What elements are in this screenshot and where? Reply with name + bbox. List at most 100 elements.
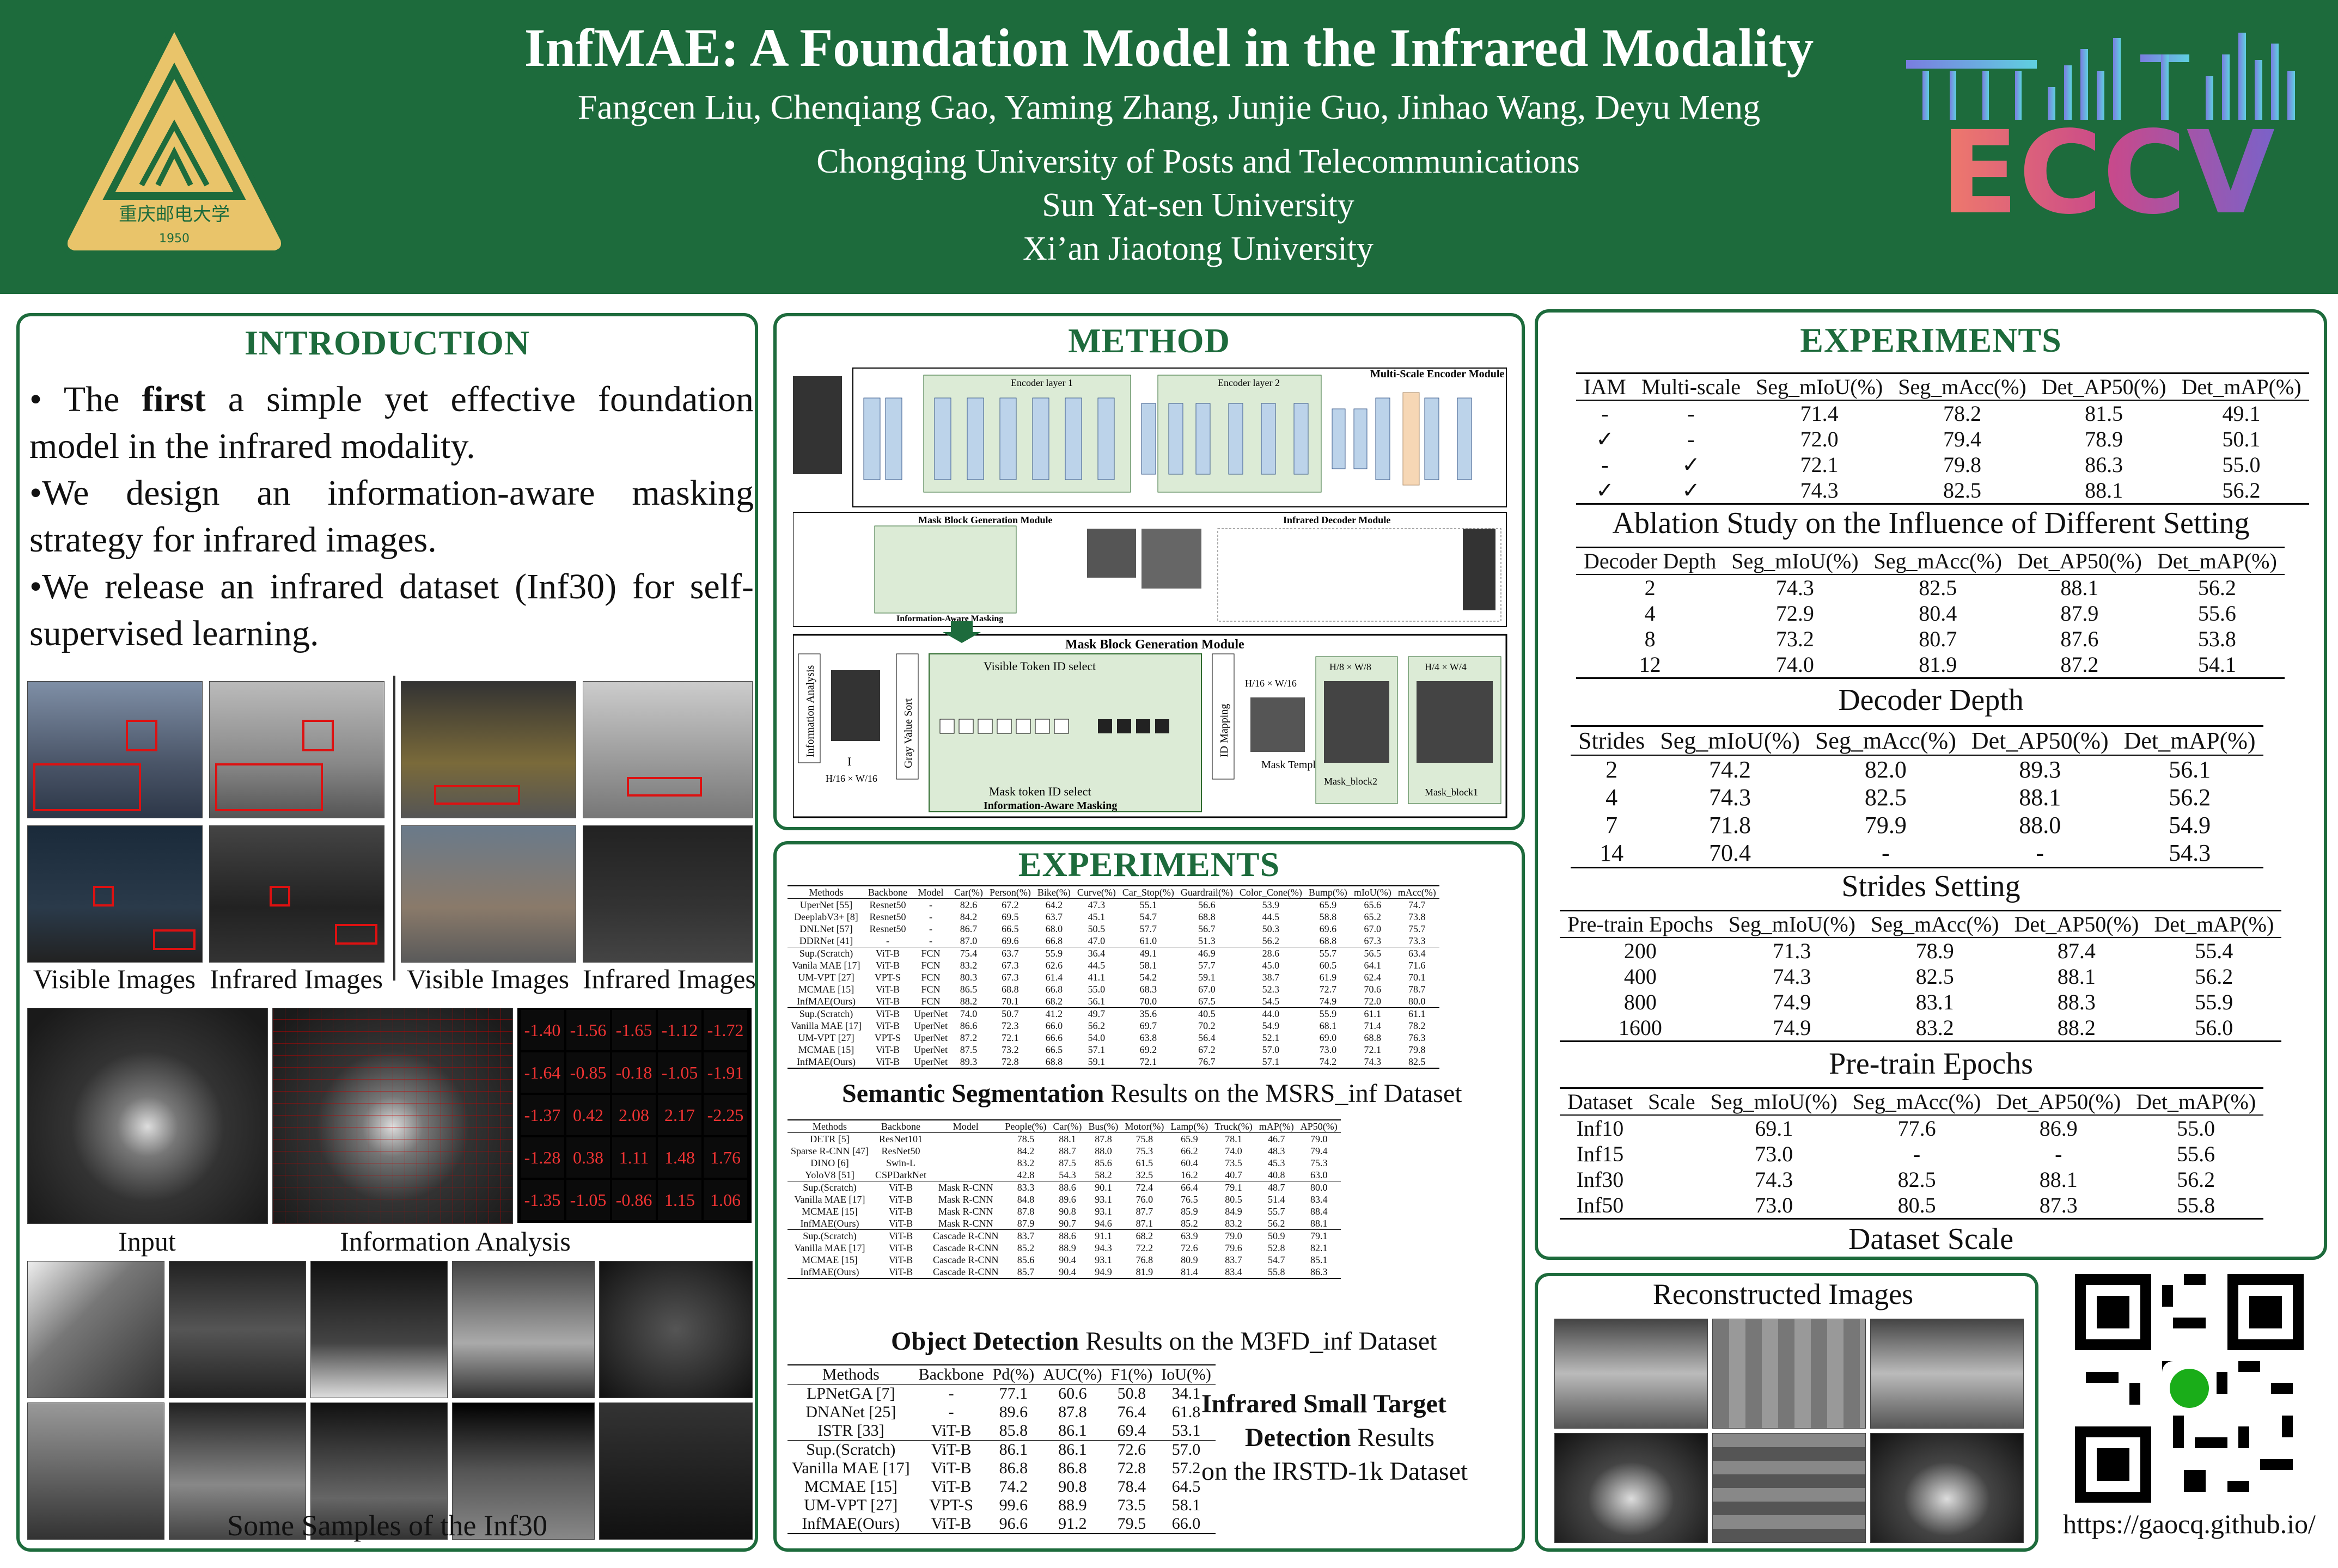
svg-text:H/4 × W/4: H/4 × W/4 [1425, 661, 1467, 672]
epochs-table-cell: 74.3 [1773, 964, 1811, 989]
seg-table-header-cell: Methods [788, 885, 865, 899]
det-table-cell: DETR [5] [810, 1133, 850, 1144]
seg-table-cell: FCN [921, 971, 941, 983]
qr-code[interactable] [2075, 1274, 2304, 1503]
seg-table-cell: 55.1 [1139, 899, 1157, 910]
seg-table-header-cell: Guardrail(%) [1177, 885, 1236, 899]
irstd-caption-3: on the IRSTD-1k Dataset [1201, 1457, 1468, 1486]
svg-text:Mask Block Generation Module: Mask Block Generation Module [1065, 638, 1244, 652]
seg-table-cell: 66.5 [1002, 923, 1019, 934]
caption-visible-2: Visible Images [406, 964, 570, 994]
irstd-table-cell: 88.9 [1058, 1496, 1087, 1514]
det-table-cell: 93.1 [1095, 1193, 1112, 1205]
epochs-table-cell: 56.2 [2195, 964, 2233, 989]
seg-table-cell: 76.7 [1177, 1056, 1236, 1069]
seg-table-cell: 54.9 [1262, 1020, 1280, 1031]
decoder-table-cell: 2 [1644, 575, 1656, 600]
det-table-cell: 83.3 [1002, 1181, 1050, 1193]
det-table-cell: 72.4 [1121, 1181, 1168, 1193]
svg-text:Information-Aware Masking: Information-Aware Masking [896, 614, 1003, 623]
det-table-cell: 90.4 [1059, 1254, 1076, 1265]
information-grid: -1.40 -1.56 -1.65 -1.12 -1.72 -1.64 -0.85 -0.18… [517, 1008, 752, 1223]
visible-image-3 [27, 825, 203, 963]
det-table-cell: 88.6 [1049, 1181, 1085, 1193]
grid-value-cell: -1.12 [658, 1010, 701, 1050]
irstd-table-cell: 77.1 [999, 1385, 1028, 1402]
seg-table-cell: 72.3 [1002, 1020, 1019, 1031]
det-caption: Object Detection Results on the M3FD_inf… [891, 1327, 1437, 1356]
decoder-table-cell: 80.4 [1919, 601, 1957, 626]
scale-table-cell: 86.9 [2039, 1116, 2078, 1141]
det-table-cell: Cascade R-CNN [932, 1242, 999, 1253]
grid-value-cell: -1.65 [612, 1010, 656, 1050]
scale-table-cell: - [1913, 1142, 1921, 1166]
det-table-cell: 66.2 [1181, 1145, 1198, 1156]
grid-value-cell: -1.64 [521, 1052, 564, 1093]
recon-masked-1 [1712, 1319, 1866, 1429]
irstd-table-row: ISTR [33] ViT-B 85.8 86.1 69.4 53.1 [788, 1422, 1216, 1441]
epochs-table-cell: 83.2 [1863, 1015, 2007, 1042]
irstd-table-cell: 79.5 [1106, 1515, 1157, 1534]
seg-table-cell: 55.9 [1034, 947, 1074, 959]
experiments-right-title: EXPERIMENTS [1800, 321, 2062, 359]
strides-table-header-cell: Det_AP50(%) [1963, 725, 2116, 756]
strides-table-cell: 14 [1571, 839, 1653, 868]
experiments-mid-panel: EXPERIMENTS Methods Backbone Model Car(%) Pe… [773, 841, 1525, 1552]
strides-table-cell: 56.2 [2169, 784, 2211, 811]
det-table-cell: 88.4 [1310, 1205, 1328, 1217]
decoder-table-cell: 87.2 [2009, 652, 2150, 679]
seg-table-cell: 86.7 [960, 923, 978, 934]
seg-table-cell: 73.8 [1408, 911, 1426, 922]
strides-table-row: 4 74.3 82.5 88.1 56.2 [1571, 783, 2263, 811]
scale-table-header-cell: Seg_mAcc(%) [1845, 1087, 1989, 1116]
det-table-cell: 56.2 [1267, 1217, 1285, 1229]
det-table-cell: 88.7 [1059, 1145, 1076, 1156]
irstd-table-cell: 96.6 [988, 1515, 1039, 1534]
det-table-cell: 75.8 [1136, 1133, 1153, 1144]
seg-table-cell: DNLNet [57] [799, 923, 853, 934]
irstd-table-cell: 86.1 [988, 1440, 1039, 1459]
irstd-table-cell: 64.5 [1171, 1478, 1201, 1496]
det-table-cell: 79.0 [1211, 1229, 1256, 1242]
det-table-cell: CSPDarkNet [875, 1169, 926, 1180]
scale-table-header-cell: Seg_mIoU(%) [1702, 1087, 1845, 1116]
epochs-table-cell: 56.0 [2146, 1015, 2282, 1042]
det-table-cell: 75.3 [1310, 1157, 1328, 1168]
det-table-cell: 85.2 [1017, 1242, 1035, 1253]
epochs-table-header-cell: Det_mAP(%) [2146, 910, 2282, 938]
det-table-cell: 48.3 [1267, 1145, 1285, 1156]
caption-analysis: Information Analysis [340, 1226, 571, 1257]
seg-table-cell: 47.0 [1088, 935, 1106, 946]
strides-table-cell: 70.4 [1652, 839, 1808, 868]
seg-table-cell: 55.0 [1088, 983, 1106, 995]
reconstructed-panel: Reconstructed Images [1535, 1273, 2038, 1552]
irstd-table-cell: 87.8 [1058, 1403, 1087, 1421]
seg-table-cell: 71.4 [1364, 1020, 1382, 1031]
det-table-cell: ViT-B [888, 1193, 913, 1205]
epochs-table-cell: 71.3 [1773, 939, 1811, 963]
intro-bullets: • The first a simple yet effective found… [29, 376, 754, 657]
seg-table-cell: 72.1 [1119, 1056, 1177, 1069]
irstd-table-cell: 66.0 [1157, 1515, 1216, 1534]
seg-table-cell: UperNet [913, 1044, 948, 1055]
seg-caption: Semantic Segmentation Results on the MSR… [842, 1079, 1462, 1108]
recon-masked-2 [1712, 1433, 1866, 1543]
pretrain-epochs-caption: Pre-train Epochs [1829, 1047, 2033, 1081]
ablation-table-cell: 56.2 [2174, 477, 2309, 505]
seg-table-cell: 72.1 [1364, 1044, 1382, 1055]
strides-table-cell: 82.5 [1864, 784, 1907, 811]
det-table-cell: 80.9 [1181, 1254, 1198, 1265]
decoder-table-cell: 53.8 [2197, 627, 2236, 651]
seg-table-cell: 80.3 [960, 971, 978, 983]
project-link[interactable]: https://gaocq.github.io/ [2063, 1509, 2316, 1539]
seg-table-cell: 67.0 [1198, 983, 1216, 995]
scale-table-cell: Inf30 [1576, 1167, 1624, 1192]
seg-table-header-cell: mIoU(%) [1350, 885, 1395, 899]
det-table-header-cell: Truck(%) [1211, 1119, 1256, 1133]
irstd-table-cell: 85.8 [999, 1422, 1028, 1440]
irstd-table-cell: 74.2 [999, 1478, 1028, 1496]
grid-value-cell: 1.06 [704, 1180, 747, 1220]
seg-table-cell: - [929, 935, 932, 946]
seg-table-cell: 66.5 [1045, 1044, 1063, 1055]
seg-table-cell: 57.1 [1236, 1056, 1305, 1069]
